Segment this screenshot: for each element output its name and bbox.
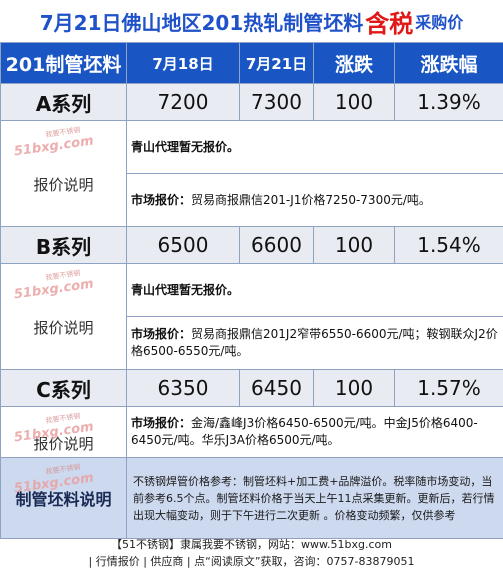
footer-line2: | 行情报价 | 供应商 | 点“阅读原文”获取，咨询：0757-8387905… [88,555,415,568]
series-name: A系列 [0,83,127,121]
footer-line1: 【51不锈钢】隶属我要不锈钢，网站：www.51bxg.com [111,538,392,551]
quote-desc-label-cell: 我要不锈钢 51bxg.com 报价说明 [0,406,127,458]
quote-desc-label: 报价说明 [33,434,94,453]
note-row: 市场报价：贸易商报鼎信201-J1价格7250-7300元/吨。 [1,173,503,227]
price-date2: 6450 [239,369,314,407]
series-name: C系列 [0,369,127,407]
series-name: B系列 [0,226,127,264]
title-highlight: 含税 [365,9,414,38]
market-note: 市场报价：贸易商报鼎信201-J1价格7250-7300元/吨。 [126,173,503,227]
header-product: 201制管坯料 [0,42,127,84]
note-row: 我要不锈钢 51bxg.com 报价说明 青山代理暂无报价。 [0,120,503,227]
agent-note: 青山代理暂无报价。 [126,263,503,317]
title-suffix: 采购价 [415,13,464,32]
price-change: 100 [313,83,395,121]
price-date1: 6500 [126,226,240,264]
market-note: 市场报价：金海/鑫峰J3价格6450-6500元/吨。中金J5价格6400-64… [126,406,503,458]
header-date2: 7月21日 [239,42,314,84]
quote-desc-label: 报价说明 [33,176,94,194]
page-title: 7月21日佛山地区201热轧制管坯料 含税 采购价 [0,0,503,42]
price-change-pct: 1.57% [394,369,503,407]
price-date2: 6600 [239,226,314,264]
price-date1: 7200 [126,83,240,121]
price-date2: 7300 [239,83,314,121]
explanation-row: 我要不锈钢 51bxg.com 制管坯料说明 不锈钢焊管价格参考：制管坯料+加工费… [0,457,503,539]
price-date1: 6350 [126,369,240,407]
table-row: B系列 6500 6600 100 1.54% [0,226,503,264]
watermark-logo: 我要不锈钢 51bxg.com [13,126,95,160]
header-date1: 7月18日 [126,42,240,84]
note-row: 市场报价：贸易商报鼎信201J2窄带6550-6600元/吨；鞍钢联众J2价格6… [1,316,503,370]
footer: 【51不锈钢】隶属我要不锈钢，网站：www.51bxg.com | 行情报价 |… [0,536,503,572]
price-table: 201制管坯料 7月18日 7月21日 涨跌 涨跌幅 A系列 7200 7300… [0,42,503,539]
watermark-logo: 我要不锈钢 51bxg.com [13,269,95,303]
table-row: A系列 7200 7300 100 1.39% [0,83,503,121]
quote-desc-label: 报价说明 [33,319,94,337]
price-change: 100 [313,226,395,264]
quote-desc-label-cell: 我要不锈钢 51bxg.com 报价说明 [0,263,127,370]
header-change: 涨跌 [313,42,395,84]
header-change-pct: 涨跌幅 [394,42,503,84]
title-main: 7月21日佛山地区201热轧制管坯料 [39,10,364,35]
quote-desc-label-cell: 我要不锈钢 51bxg.com 报价说明 [0,120,127,227]
market-note: 市场报价：贸易商报鼎信201J2窄带6550-6600元/吨；鞍钢联众J2价格6… [126,316,503,370]
tube-blank-explanation: 不锈钢焊管价格参考：制管坯料+加工费+品牌溢价。税率随市场变动，当前参考6.5个… [126,457,503,539]
tube-blank-explanation-label: 制管坯料说明 [15,490,112,509]
note-row: 我要不锈钢 51bxg.com 报价说明 市场报价：金海/鑫峰J3价格6450-6… [0,406,503,458]
price-change: 100 [313,369,395,407]
tube-blank-explanation-label-cell: 我要不锈钢 51bxg.com 制管坯料说明 [0,457,127,539]
price-change-pct: 1.54% [394,226,503,264]
note-row: 我要不锈钢 51bxg.com 报价说明 青山代理暂无报价。 [0,263,503,370]
agent-note: 青山代理暂无报价。 [126,120,503,174]
price-change-pct: 1.39% [394,83,503,121]
table-row: C系列 6350 6450 100 1.57% [0,369,503,407]
table-header: 201制管坯料 7月18日 7月21日 涨跌 涨跌幅 [0,42,503,84]
